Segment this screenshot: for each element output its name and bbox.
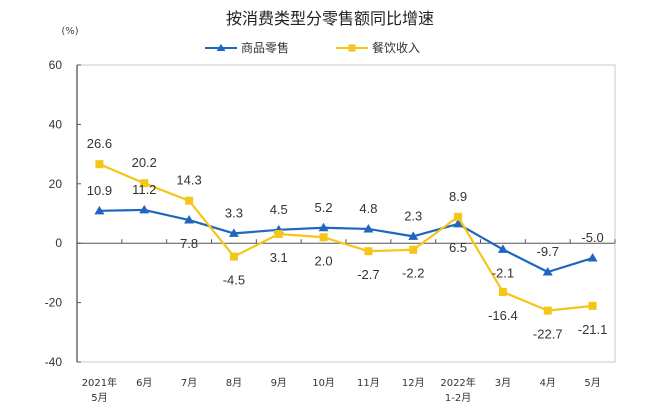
data-label: -16.4 xyxy=(488,308,518,323)
y-tick-label: 0 xyxy=(55,236,62,250)
data-point-square xyxy=(185,196,194,205)
x-tick-label: 4月 xyxy=(540,377,556,389)
x-axis-ticks: 2021年 5月 6月 7月 8月 9月 10月 11月 12月 2022年 1-2月 3月 4月 5月 xyxy=(82,376,601,404)
x-tick-label: 10月 xyxy=(312,377,335,389)
legend-item-retail: 商品零售 xyxy=(205,40,289,55)
x-tick-label: 9月 xyxy=(271,377,287,389)
data-point-square xyxy=(274,229,283,238)
x-tick-label: 12月 xyxy=(402,377,425,389)
y-tick-label: 20 xyxy=(49,177,63,191)
data-label: -2.7 xyxy=(357,267,379,282)
data-point-triangle xyxy=(318,222,329,232)
data-label: 11.2 xyxy=(132,182,156,197)
data-label: -9.7 xyxy=(537,244,559,259)
x-tick-label: 7月 xyxy=(181,377,197,389)
series-line-catering xyxy=(98,163,593,312)
data-label: 4.8 xyxy=(359,201,377,216)
data-label: -4.5 xyxy=(223,273,245,288)
data-point-triangle xyxy=(94,205,105,215)
data-label: -21.1 xyxy=(578,322,608,337)
x-tick-label: 3月 xyxy=(495,377,511,389)
data-point-square xyxy=(364,247,373,256)
data-point-square xyxy=(409,245,418,254)
data-point-triangle xyxy=(139,204,150,214)
data-label: 2.0 xyxy=(315,253,333,268)
y-tick-label: 40 xyxy=(49,117,63,131)
data-point-square xyxy=(454,212,463,221)
data-label: -22.7 xyxy=(533,327,563,342)
data-point-triangle xyxy=(587,253,598,262)
data-label: 10.9 xyxy=(87,183,112,198)
legend-square-marker-icon xyxy=(348,44,356,52)
x-tick-label: 5月 xyxy=(91,392,107,404)
data-label: 8.9 xyxy=(449,189,467,204)
y-tick-label: -40 xyxy=(45,355,63,369)
data-point-triangle xyxy=(497,244,508,253)
data-point-square xyxy=(319,233,328,242)
data-point-square xyxy=(543,306,552,315)
y-axis-unit-label: (%) xyxy=(61,26,78,37)
x-tick-label: 6月 xyxy=(136,377,152,389)
series-group xyxy=(94,160,598,315)
series-line-retail xyxy=(99,208,593,274)
data-label: 6.5 xyxy=(449,240,467,255)
data-point-square xyxy=(95,160,104,169)
x-tick-label: 2022年 xyxy=(440,376,475,389)
data-point-square xyxy=(588,301,597,310)
data-label: 4.5 xyxy=(270,202,288,217)
x-axis-zero-line xyxy=(77,239,616,244)
data-label: 5.2 xyxy=(315,200,333,215)
data-point-square xyxy=(229,252,238,261)
data-label: 20.2 xyxy=(132,155,157,170)
data-point-triangle xyxy=(228,228,239,237)
data-label: -2.1 xyxy=(492,265,514,280)
data-label: 26.6 xyxy=(87,136,112,151)
x-tick-label: 2021年 xyxy=(82,376,117,389)
x-tick-label: 8月 xyxy=(226,377,242,389)
data-label: 3.1 xyxy=(270,250,288,265)
data-point-triangle xyxy=(184,215,195,224)
data-point-triangle xyxy=(363,223,374,233)
data-label: 3.3 xyxy=(225,205,243,220)
x-tick-label: 11月 xyxy=(357,377,380,389)
y-tick-label: -20 xyxy=(45,296,63,310)
data-point-triangle xyxy=(453,218,464,228)
x-tick-label: 5月 xyxy=(584,377,600,389)
data-label: 14.3 xyxy=(176,173,201,188)
legend-label-retail: 商品零售 xyxy=(241,40,289,55)
legend-triangle-marker-icon xyxy=(216,44,226,51)
data-label: -5.0 xyxy=(581,230,603,245)
data-point-square xyxy=(140,179,149,188)
legend-item-catering: 餐饮收入 xyxy=(336,40,420,55)
data-label: 2.3 xyxy=(404,208,422,223)
chart-title: 按消费类型分零售额同比增速 xyxy=(226,9,434,28)
y-axis-ticks: -40 -20 0 20 40 60 xyxy=(45,58,81,369)
data-label: 7.8 xyxy=(180,236,198,251)
data-labels: 10.9 11.2 7.8 3.3 4.5 5.2 4.8 2.3 6.5 -2.1 -9.7 -5.… xyxy=(87,136,608,341)
legend: 商品零售 餐饮收入 xyxy=(205,40,420,55)
legend-label-catering: 餐饮收入 xyxy=(372,40,420,55)
data-point-triangle xyxy=(542,267,553,276)
x-tick-label: 1-2月 xyxy=(445,392,471,404)
data-point-triangle xyxy=(408,231,419,240)
y-tick-label: 60 xyxy=(49,58,63,72)
data-point-square xyxy=(498,287,507,296)
data-label: -2.2 xyxy=(402,266,424,281)
